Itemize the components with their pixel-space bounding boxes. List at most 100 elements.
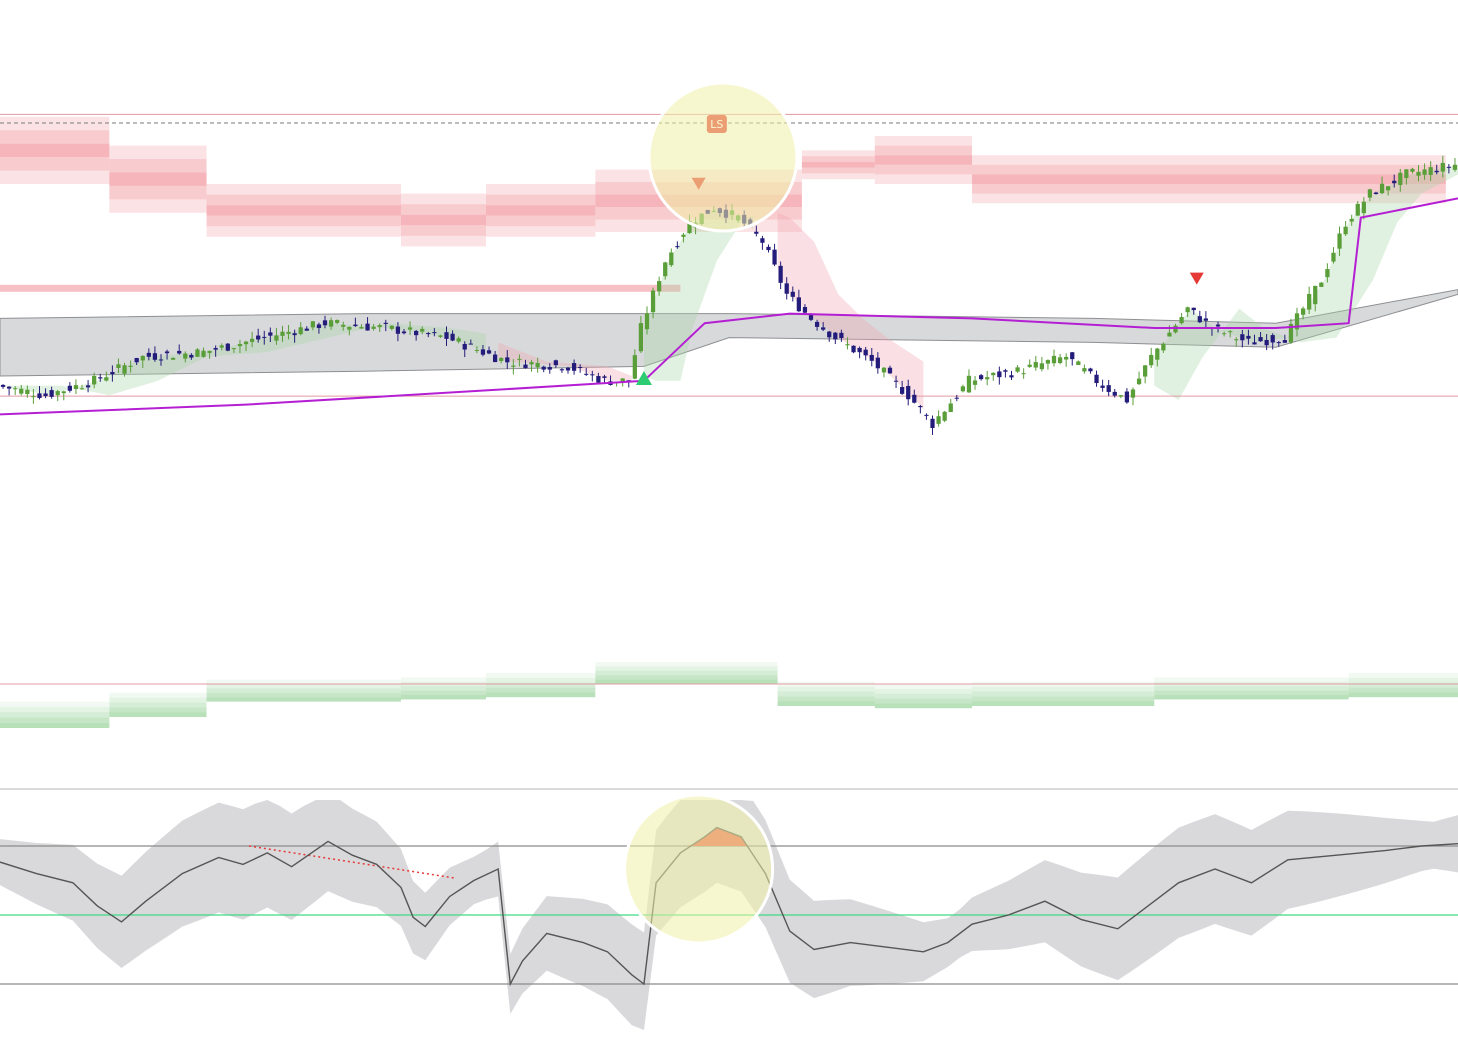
candle-body [183,353,188,359]
support-zone-layer [874,684,972,689]
candle-body [377,325,382,328]
candle [389,325,394,331]
candle [547,363,552,374]
candle [195,348,200,357]
candle-body [754,231,759,234]
candle-body [821,327,826,330]
candle [377,323,382,332]
candle-body [189,354,194,358]
candle-body [1082,368,1087,372]
candle-body [1130,389,1136,398]
candle-body [1288,323,1294,343]
candle [675,241,680,249]
candle-body [201,350,206,357]
candle [772,243,777,267]
candle-body [292,333,297,336]
candle [839,329,844,342]
candle-body [13,388,18,390]
resistance-zone-layer [972,174,1446,184]
candle-body [262,336,267,338]
candle [778,261,783,290]
candle [1064,353,1069,367]
candle-body [49,390,54,397]
candle [1076,360,1081,366]
candle [438,334,443,338]
candle [1057,353,1063,365]
resistance-zone-layer [972,184,1446,194]
candle [420,326,425,335]
candle-body [602,376,607,378]
resistance-zone-layer [206,205,401,216]
support-zone-layer [0,717,110,723]
candle-body [432,332,437,334]
support-zone-layer [1348,687,1458,693]
candle [535,357,540,373]
resistance-zone-layer [801,150,875,157]
candle-body [681,234,686,237]
candle-body [304,328,309,331]
resistance-zone-layer [486,226,596,237]
resistance-zone-layer [801,173,875,180]
candle [116,358,121,373]
candle-body [55,391,60,396]
support-zone-layer [972,691,1155,697]
candle [1191,307,1196,315]
candle-body [529,362,534,365]
support-zone-layer [486,682,596,688]
candle [1252,334,1257,345]
candle-body [456,338,461,342]
resistance-zone-layer [400,193,486,205]
resistance-zone-layer [486,184,596,195]
candle-body [559,369,565,371]
candle [426,332,431,338]
candle-body [565,367,571,371]
candle [1343,221,1348,236]
candle [565,366,571,374]
candle [1446,163,1452,174]
candle-body [347,326,352,330]
candle-body [1124,391,1130,403]
candle [1240,329,1245,348]
resistance-zone-layer [109,185,207,200]
candle [359,324,364,329]
candle [1197,310,1202,324]
candle-body [669,252,674,266]
support-zone-layer [1348,673,1458,678]
candle-body [1410,168,1415,172]
candle [1106,379,1111,397]
candle [1203,311,1209,328]
candle [1398,168,1403,192]
support-zone-layer [1348,682,1458,688]
candle-body [1349,218,1354,222]
candle [0,384,6,389]
candle-body [1234,339,1239,341]
candle [1422,163,1427,180]
candle-body [116,364,121,368]
candle-body [152,353,158,360]
candle-body [1337,233,1342,249]
candle [164,349,170,360]
highlight-circle [623,793,775,945]
candle-body [839,332,844,339]
long-term-line-path [0,197,1458,416]
support-zone-layer [486,687,596,693]
candle-body [1264,339,1269,346]
candle-body [371,326,376,329]
support-zone-layer [1154,690,1349,695]
candle-body [687,220,692,234]
candle-body [92,375,97,385]
support-zone-layer [595,675,778,680]
sell-signal-icon [1189,272,1204,285]
candle [1416,165,1421,182]
candle-body [1009,375,1014,378]
candle-body [353,324,358,327]
resistance-zone-layer [206,184,401,195]
candle [985,370,990,386]
candle [1313,285,1318,312]
resistance-zone-layer [801,161,875,168]
resistance-zone-layer [400,235,486,247]
candle [1392,174,1397,188]
candle [541,365,546,373]
candle [657,276,662,296]
candle [754,225,759,237]
